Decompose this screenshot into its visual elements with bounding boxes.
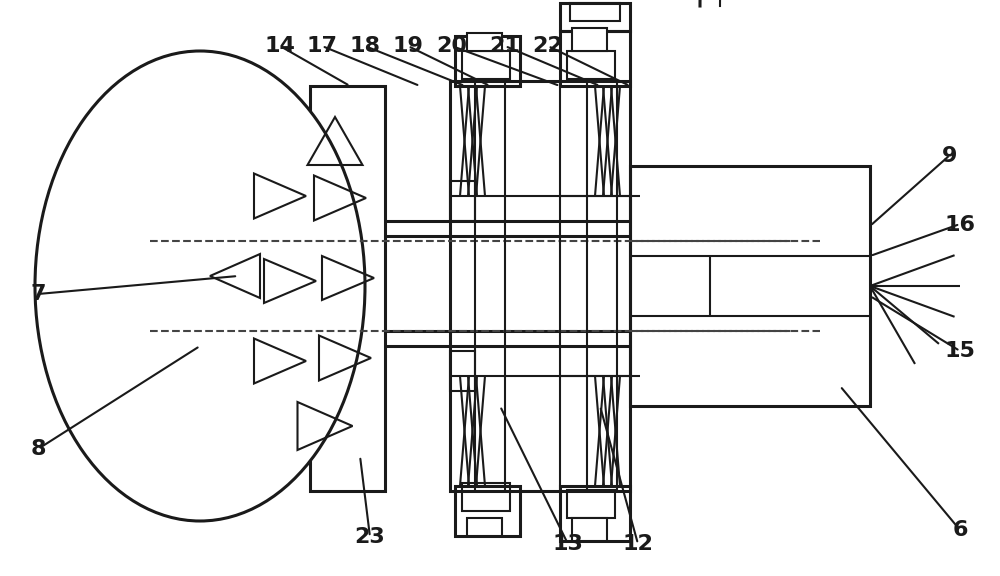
Bar xyxy=(560,31,630,86)
Text: 22: 22 xyxy=(533,36,563,56)
Bar xyxy=(560,3,630,31)
Text: 21: 21 xyxy=(490,36,520,56)
Text: 20: 20 xyxy=(436,36,468,56)
Text: 8: 8 xyxy=(30,439,46,459)
Bar xyxy=(310,86,385,491)
Bar xyxy=(450,81,630,491)
Bar xyxy=(462,51,510,79)
Text: 18: 18 xyxy=(350,36,380,56)
Text: 13: 13 xyxy=(553,535,583,554)
Text: 15: 15 xyxy=(945,342,975,361)
Bar xyxy=(560,486,630,541)
Text: 17: 17 xyxy=(306,36,338,56)
Bar xyxy=(450,181,475,221)
Bar xyxy=(450,351,475,391)
Bar xyxy=(467,33,502,51)
Bar xyxy=(572,28,607,51)
Bar xyxy=(570,3,620,21)
Bar xyxy=(567,51,615,79)
Text: 16: 16 xyxy=(944,215,976,234)
Bar xyxy=(455,36,520,86)
Text: 6: 6 xyxy=(952,520,968,540)
Text: 19: 19 xyxy=(393,36,423,56)
Bar xyxy=(572,518,607,541)
Text: 9: 9 xyxy=(942,146,958,165)
Text: 12: 12 xyxy=(623,535,653,554)
Text: 14: 14 xyxy=(265,36,295,56)
Bar xyxy=(630,166,870,406)
Bar xyxy=(567,490,615,518)
Text: 7: 7 xyxy=(30,284,46,304)
Bar xyxy=(462,483,510,511)
Text: 23: 23 xyxy=(355,527,385,547)
Ellipse shape xyxy=(35,51,365,521)
Bar xyxy=(467,518,502,536)
Bar xyxy=(455,486,520,536)
